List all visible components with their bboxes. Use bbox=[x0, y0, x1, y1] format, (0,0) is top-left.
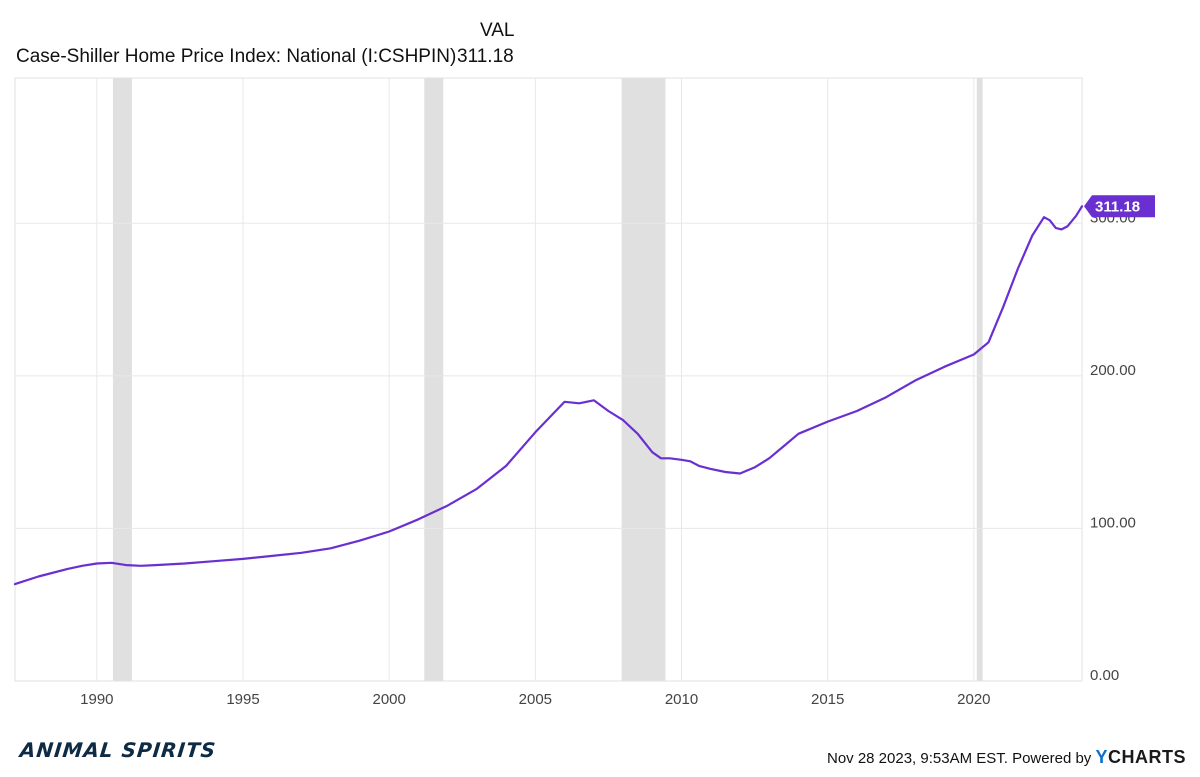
ycharts-logo-text: CHARTS bbox=[1108, 747, 1186, 767]
recession-band-3 bbox=[621, 78, 666, 681]
legend-series-value: 311.18 bbox=[457, 46, 514, 67]
ycharts-logo[interactable]: YCHARTS bbox=[1095, 747, 1186, 767]
y-tick-label-200: 200.00 bbox=[1090, 362, 1136, 379]
footer-credit: Nov 28 2023, 9:53AM EST. Powered by YCHA… bbox=[827, 747, 1186, 768]
recession-band-1 bbox=[112, 78, 132, 681]
last-value-callout bbox=[1084, 195, 1155, 218]
y-tick-label-0: 0.00 bbox=[1090, 667, 1119, 684]
series-line-cshpin[interactable] bbox=[13, 205, 1084, 586]
legend-header: VAL bbox=[480, 20, 515, 41]
legend-series-name[interactable]: Case-Shiller Home Price Index: National … bbox=[16, 46, 457, 67]
recession-band-2 bbox=[424, 78, 444, 681]
footer-timestamp: Nov 28 2023, 9:53AM EST. Powered by bbox=[826, 750, 1092, 767]
last-value-label: 311.18 bbox=[1095, 198, 1140, 215]
x-tick-label-2005: 2005 bbox=[519, 691, 552, 708]
plot-frame bbox=[14, 77, 1083, 682]
y-tick-label-100: 100.00 bbox=[1090, 514, 1136, 531]
ycharts-logo-y: Y bbox=[1095, 747, 1108, 767]
recession-band-4 bbox=[976, 78, 983, 681]
x-tick-label-2015: 2015 bbox=[811, 691, 844, 708]
x-tick-label-2000: 2000 bbox=[372, 691, 405, 708]
x-tick-label-2010: 2010 bbox=[665, 691, 698, 708]
x-tick-label-2020: 2020 bbox=[957, 691, 990, 708]
x-tick-label-1995: 1995 bbox=[226, 691, 259, 708]
animal-spirits-logo: ANIMAL SPIRITS bbox=[18, 738, 218, 762]
x-tick-label-1990: 1990 bbox=[80, 691, 113, 708]
